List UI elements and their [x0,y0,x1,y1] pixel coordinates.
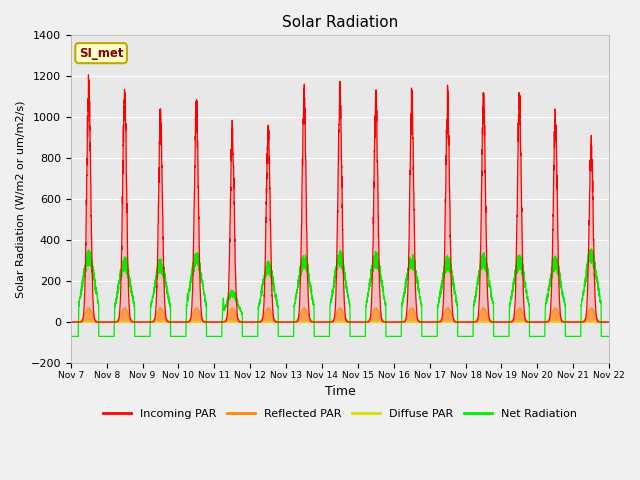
X-axis label: Time: Time [324,385,355,398]
Y-axis label: Solar Radiation (W/m2 or um/m2/s): Solar Radiation (W/m2 or um/m2/s) [15,100,25,298]
Title: Solar Radiation: Solar Radiation [282,15,398,30]
Text: SI_met: SI_met [79,47,124,60]
Legend: Incoming PAR, Reflected PAR, Diffuse PAR, Net Radiation: Incoming PAR, Reflected PAR, Diffuse PAR… [99,404,582,423]
